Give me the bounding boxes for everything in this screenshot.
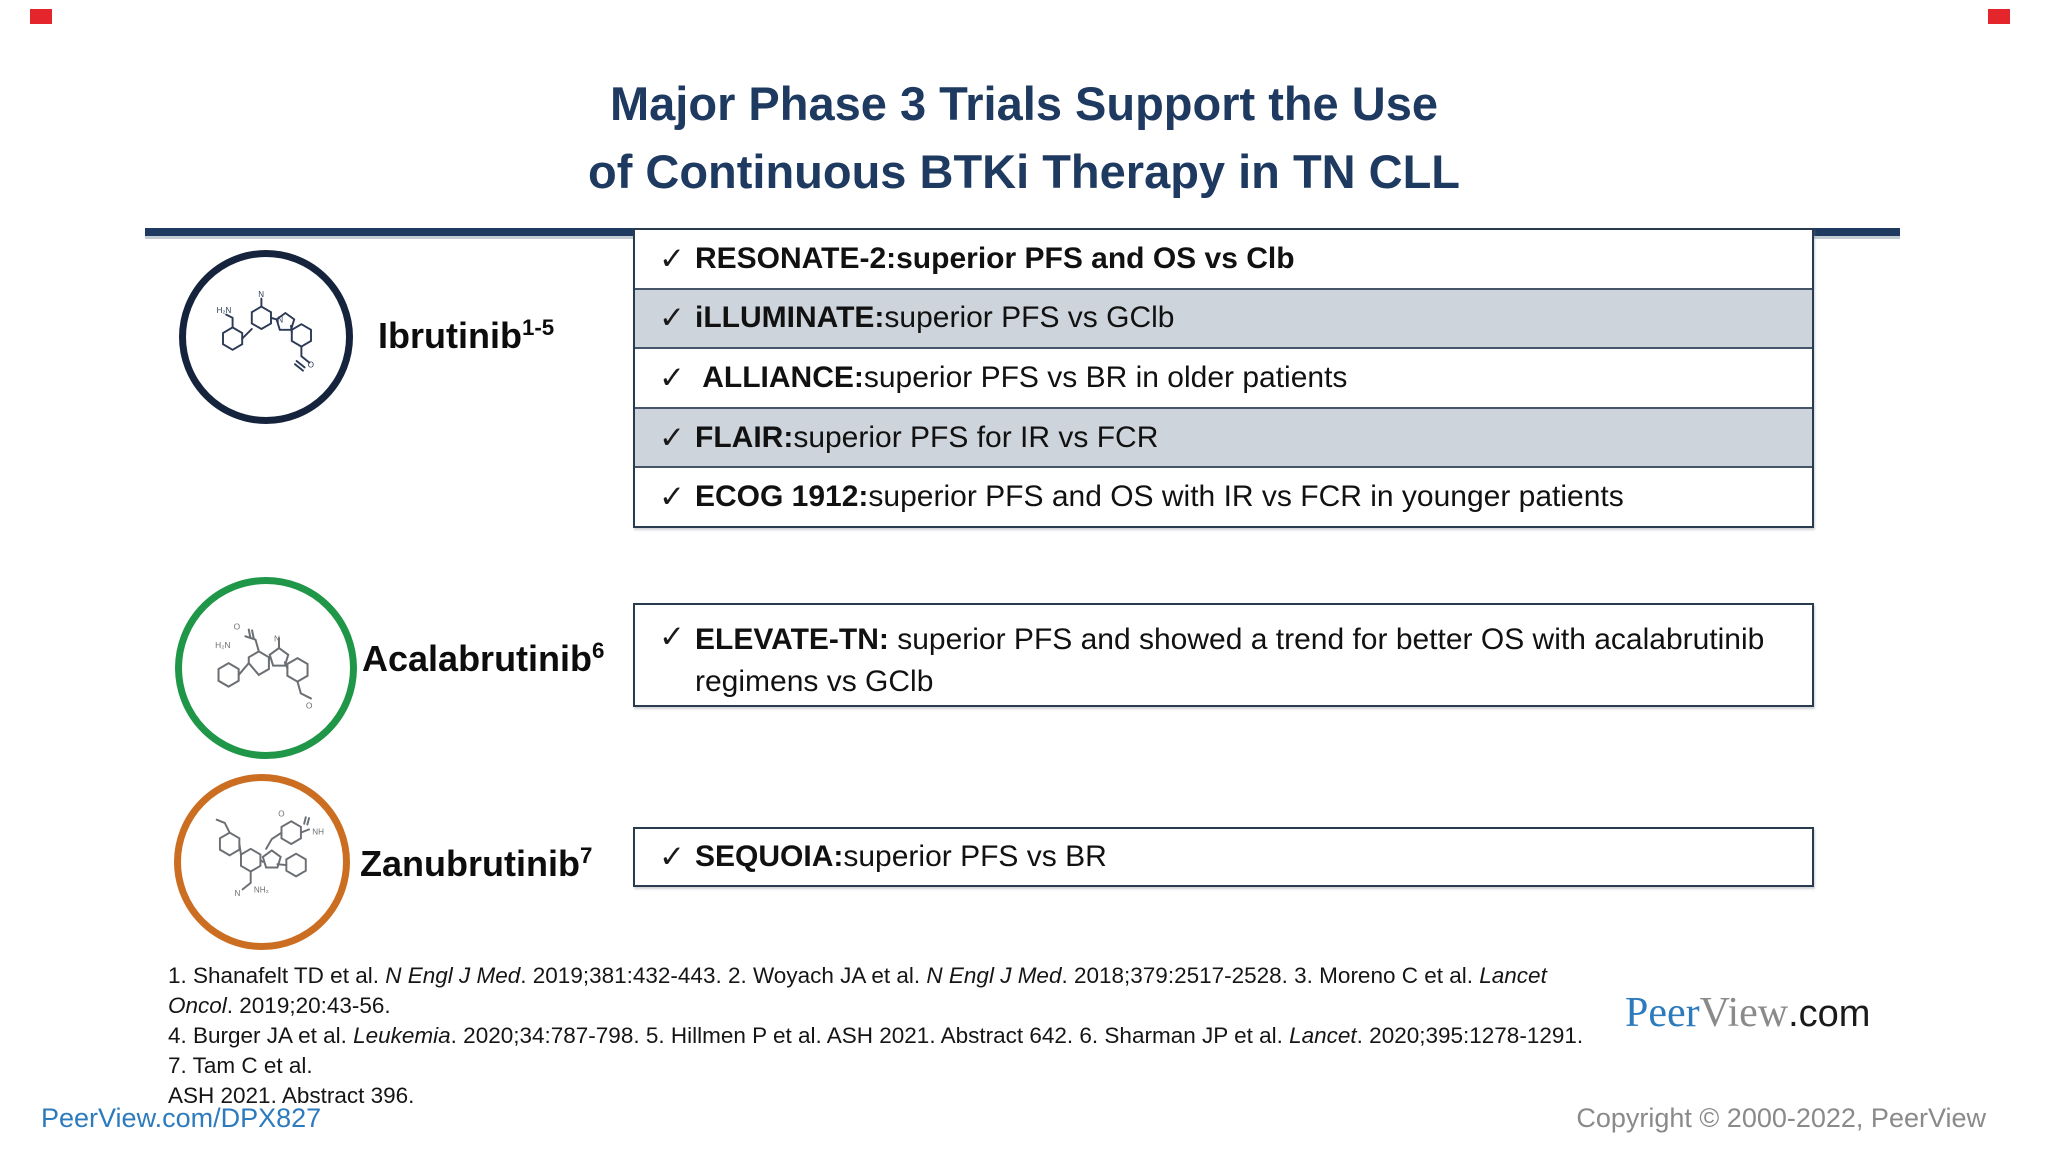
- copyright-text: Copyright © 2000-2022, PeerView: [1576, 1103, 1986, 1133]
- peerview-logo-peer: Peer: [1625, 990, 1700, 1036]
- svg-text:N: N: [277, 316, 283, 325]
- checkmark-icon: ✓: [659, 839, 685, 874]
- checkmark-icon: ✓: [659, 240, 685, 276]
- reference-line-2: 4. Burger JA et al. Leukemia. 2020;34:78…: [168, 1023, 1584, 1078]
- page-title-line2: of Continuous BTKi Therapy in TN CLL: [587, 145, 1461, 198]
- trial-row-illuminate: ✓ iLLUMINATE: superior PFS vs GClb: [635, 287, 1812, 348]
- references: 1. Shanafelt TD et al. N Engl J Med. 201…: [168, 961, 1608, 1111]
- page-title-line1: Major Phase 3 Trials Support the Use: [610, 77, 1438, 130]
- reference-line-1: 1. Shanafelt TD et al. N Engl J Med. 201…: [168, 963, 1547, 1018]
- peerview-dpx-link[interactable]: PeerView.com/DPX827: [41, 1103, 322, 1133]
- checkmark-icon: ✓: [659, 619, 685, 654]
- svg-text:N: N: [234, 889, 240, 898]
- svg-text:NH₂: NH₂: [254, 886, 269, 895]
- svg-text:H₂N: H₂N: [216, 306, 231, 315]
- checkmark-icon: ✓: [659, 419, 685, 455]
- svg-text:NH: NH: [312, 827, 324, 836]
- drug-label-zanubrutinib: Zanubrutinib7: [360, 843, 593, 884]
- checkmark-icon: ✓: [659, 479, 685, 515]
- peerview-logo-com: .com: [1788, 993, 1871, 1035]
- zanubrutinib-reference-superscript: 7: [579, 843, 593, 868]
- trial-row-sequoia: ✓ SEQUOIA: superior PFS vs BR: [635, 829, 1812, 885]
- peerview-logo-view: View: [1699, 990, 1789, 1036]
- corner-marker-left: [30, 9, 52, 24]
- zanubrutinib-structure-icon: O NH NH₂ N: [174, 774, 350, 950]
- ibrutinib-structure-icon: H₂N N N O: [179, 250, 353, 424]
- trial-row-resonate-2: ✓ RESONATE-2: superior PFS and OS vs Clb: [635, 230, 1812, 288]
- svg-text:H₂N: H₂N: [216, 640, 231, 650]
- peerview-logo: PeerView.com: [1625, 988, 1870, 1037]
- zanubrutinib-trials-box: ✓ SEQUOIA: superior PFS vs BR: [633, 827, 1814, 887]
- reference-line-3: ASH 2021. Abstract 396.: [168, 1083, 415, 1108]
- drug-label-acalabrutinib: Acalabrutinib6: [362, 638, 605, 679]
- svg-text:N: N: [274, 633, 280, 643]
- svg-text:O: O: [234, 621, 241, 631]
- corner-marker-right: [1988, 9, 2010, 24]
- acalabrutinib-reference-superscript: 6: [592, 638, 605, 663]
- svg-text:O: O: [306, 700, 313, 710]
- trial-row-elevate-tn: ✓ ELEVATE-TN: superior PFS and showed a …: [635, 605, 1812, 705]
- svg-text:N: N: [258, 290, 264, 299]
- trial-row-ecog-1912: ✓ ECOG 1912: superior PFS and OS with IR…: [635, 466, 1812, 526]
- acalabrutinib-structure-icon: O H₂N N O: [175, 577, 357, 759]
- drug-label-ibrutinib: Ibrutinib1-5: [378, 315, 555, 356]
- trial-row-flair: ✓ FLAIR: superior PFS for IR vs FCR: [635, 406, 1812, 467]
- svg-text:O: O: [278, 810, 284, 819]
- svg-text:O: O: [308, 360, 314, 369]
- ibrutinib-reference-superscript: 1-5: [521, 315, 555, 340]
- ibrutinib-trials-box: ✓ RESONATE-2: superior PFS and OS vs Clb…: [633, 228, 1814, 528]
- page-title: Major Phase 3 Trials Support the Use of …: [0, 70, 2048, 206]
- acalabrutinib-trials-box: ✓ ELEVATE-TN: superior PFS and showed a …: [633, 603, 1814, 707]
- checkmark-icon: ✓: [659, 300, 685, 336]
- trial-row-alliance: ✓ ALLIANCE: superior PFS vs BR in older …: [635, 347, 1812, 407]
- checkmark-icon: ✓: [659, 359, 685, 395]
